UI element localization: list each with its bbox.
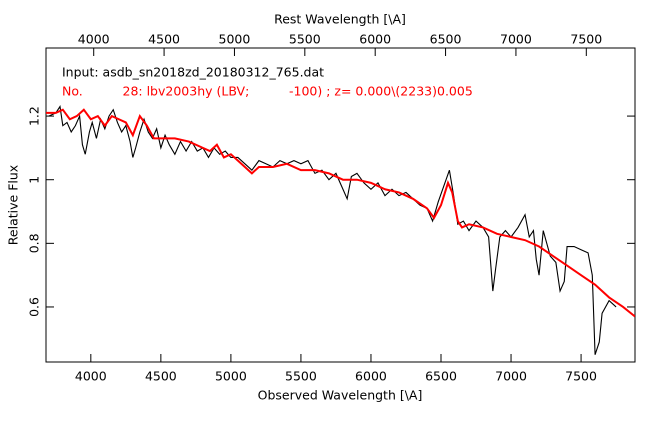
x2-tick-label: 7500 bbox=[570, 32, 602, 47]
x2-tick-label: 5500 bbox=[289, 32, 321, 47]
spectrum-line bbox=[46, 108, 635, 318]
x-tick-label: 7000 bbox=[495, 369, 527, 384]
x-tick-label: 6000 bbox=[355, 369, 387, 384]
plot-lines bbox=[46, 105, 635, 355]
plot-frame bbox=[45, 47, 636, 363]
spectrum-line bbox=[48, 105, 617, 355]
x-tick-label: 6500 bbox=[425, 369, 457, 384]
x2-tick-label: 5000 bbox=[219, 32, 251, 47]
x2-tick-label: 7000 bbox=[500, 32, 532, 47]
x-tick-label: 7500 bbox=[565, 369, 597, 384]
annotation: Input: asdb_sn2018zd_20180312_765.dat bbox=[62, 65, 324, 80]
x2-tick-label: 6500 bbox=[430, 32, 462, 47]
x-tick-label: 4000 bbox=[75, 369, 107, 384]
y-tick-label: 0.8 bbox=[27, 233, 42, 253]
y-tick-label: 1.2 bbox=[27, 106, 42, 126]
x2-tick-label: 6000 bbox=[359, 32, 391, 47]
x-tick-label: 4500 bbox=[145, 369, 177, 384]
y-axis-label: Relative Flux bbox=[6, 165, 21, 245]
x2-axis-label: Rest Wavelength [\A] bbox=[274, 12, 406, 27]
x-axis-label: Observed Wavelength [\A] bbox=[258, 388, 423, 403]
annotation: No. 28: lbv2003hy (LBV; -100) ; z= 0.000… bbox=[62, 84, 473, 99]
x-tick-label: 5000 bbox=[215, 369, 247, 384]
x2-tick-label: 4500 bbox=[148, 32, 180, 47]
x2-tick-label: 4000 bbox=[78, 32, 110, 47]
y-tick-label: 1 bbox=[27, 176, 42, 184]
x-tick-label: 5500 bbox=[285, 369, 317, 384]
y-tick-label: 0.6 bbox=[27, 297, 42, 317]
